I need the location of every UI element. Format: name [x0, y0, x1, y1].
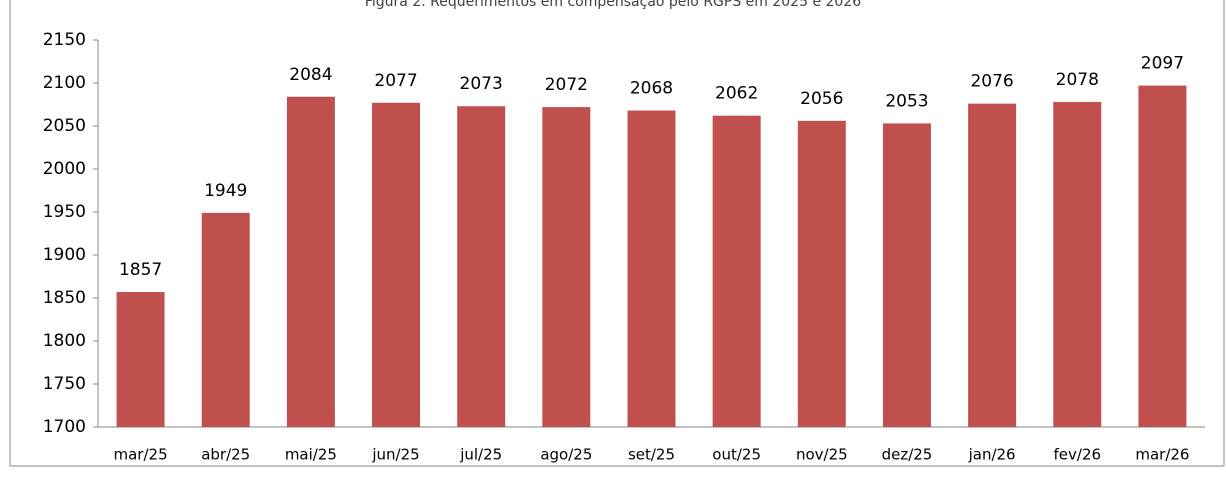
x-tick-label: set/25 — [628, 446, 675, 464]
y-tick-label: 1900 — [43, 245, 86, 265]
bar — [1138, 85, 1187, 427]
value-label: 2056 — [800, 89, 843, 109]
y-tick-label: 1700 — [43, 417, 86, 437]
value-label: 2073 — [460, 74, 503, 94]
y-tick-label: 2150 — [43, 30, 86, 50]
value-label: 2076 — [970, 72, 1013, 92]
x-tick-label: ago/25 — [540, 446, 592, 464]
x-tick-label: mai/25 — [285, 446, 337, 464]
y-tick-label: 2100 — [43, 73, 86, 93]
x-tick-label: out/25 — [712, 446, 761, 464]
chart-frame — [9, 0, 1225, 467]
y-tick-label: 1850 — [43, 288, 86, 308]
x-tick-label: mar/25 — [114, 446, 168, 464]
bar — [372, 102, 421, 427]
x-tick-label: fev/26 — [1054, 446, 1102, 464]
y-tick-label: 1800 — [43, 331, 86, 351]
x-tick-label: mar/26 — [1135, 446, 1189, 464]
bar — [1053, 101, 1102, 428]
bar — [457, 106, 506, 427]
value-label: 1857 — [119, 260, 162, 280]
value-label: 2097 — [1141, 54, 1184, 74]
value-label: 2084 — [289, 65, 332, 85]
value-label: 2077 — [374, 71, 417, 91]
x-tick-label: nov/25 — [796, 446, 848, 464]
y-tick-label: 2050 — [43, 116, 86, 136]
y-tick-label: 2000 — [43, 159, 86, 179]
y-tick-label: 1950 — [43, 202, 86, 222]
x-tick-label: dez/25 — [882, 446, 933, 464]
bar — [882, 123, 931, 428]
bar — [627, 110, 676, 428]
chart-title: Figura 2. Requerimentos em compensação p… — [365, 0, 861, 10]
value-label: 2078 — [1056, 70, 1099, 90]
bar — [116, 291, 165, 427]
bar — [797, 120, 846, 427]
bar — [286, 96, 335, 427]
value-label: 2072 — [545, 75, 588, 95]
x-tick-label: jun/25 — [371, 446, 419, 464]
bar — [542, 107, 591, 427]
x-tick-label: jan/26 — [968, 446, 1016, 464]
x-tick-label: abr/25 — [201, 446, 250, 464]
y-tick-label: 1750 — [43, 374, 86, 394]
bar — [968, 103, 1017, 427]
value-label: 1949 — [204, 181, 247, 201]
bar — [201, 212, 250, 427]
bar — [712, 115, 761, 428]
value-label: 2068 — [630, 79, 673, 99]
value-label: 2062 — [715, 84, 758, 104]
value-label: 2053 — [885, 91, 928, 111]
x-tick-label: jul/25 — [459, 446, 502, 464]
